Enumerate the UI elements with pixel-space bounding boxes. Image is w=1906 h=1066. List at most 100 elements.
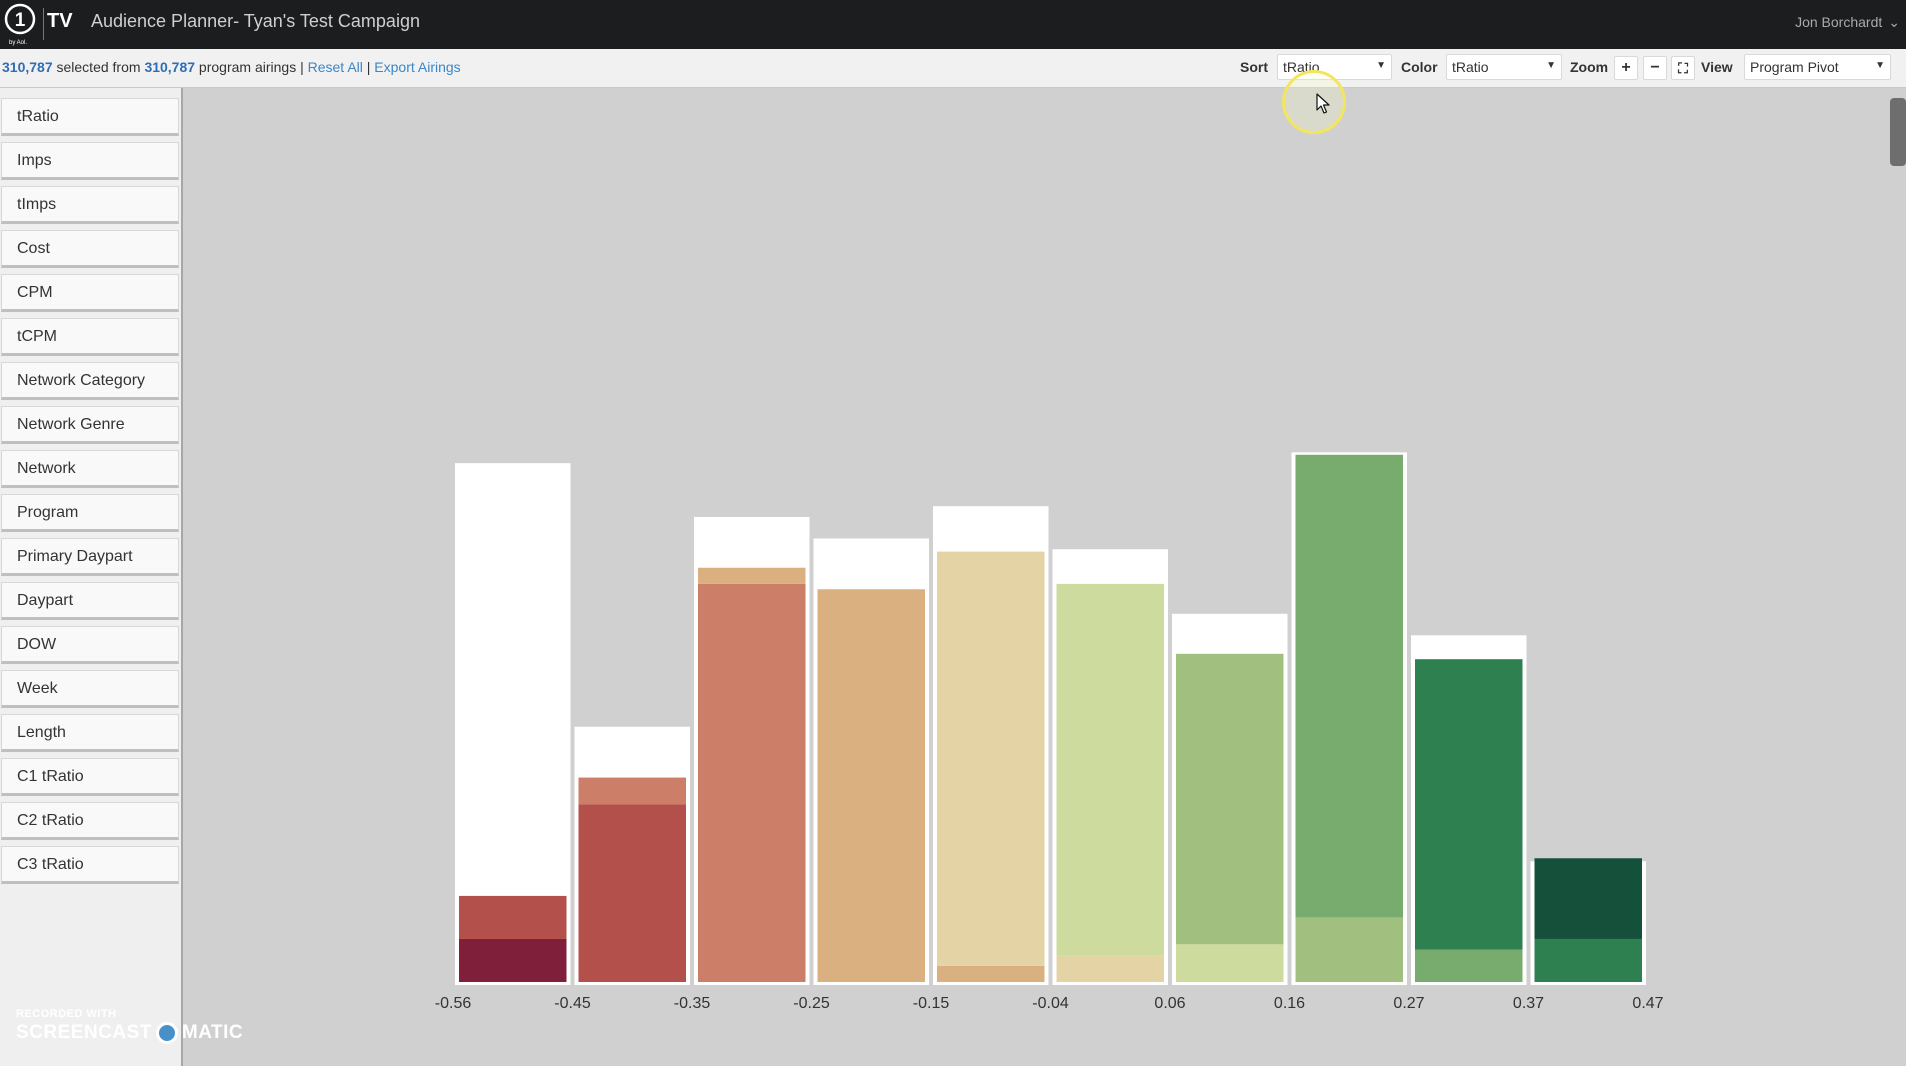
histogram-bar-segment <box>817 589 925 982</box>
user-name: Jon Borchardt <box>1795 14 1883 30</box>
histogram-bar-segment <box>459 938 567 982</box>
histogram-bar-segment <box>459 895 567 939</box>
histogram-bar-background <box>1291 452 1407 985</box>
histogram-bar-background <box>455 463 571 985</box>
sidebar-item-cpm[interactable]: CPM <box>1 274 179 312</box>
selection-text: selected from <box>52 59 145 75</box>
selection-summary: 310,787 selected from 310,787 program ai… <box>2 59 461 75</box>
histogram-bar-segment <box>1295 454 1403 918</box>
page-title: Audience Planner- Tyan's Test Campaign <box>91 11 420 31</box>
logo-divider <box>43 8 44 40</box>
histogram-bar-background <box>574 726 690 985</box>
histogram-bar-segment <box>937 551 1045 966</box>
x-tick-label: -0.35 <box>674 995 711 1012</box>
histogram-bar-background <box>933 506 1049 985</box>
x-tick-label: 0.06 <box>1154 995 1185 1012</box>
sidebar-item-tcpm[interactable]: tCPM <box>1 318 179 356</box>
sidebar-item-timps[interactable]: tImps <box>1 186 179 224</box>
histogram-bar-segment <box>1056 955 1164 982</box>
scrollbar-handle[interactable] <box>1890 98 1906 166</box>
view-select[interactable]: Program Pivot ▼ <box>1744 54 1891 80</box>
histogram-bar-segment <box>698 583 806 982</box>
histogram-bar-segment <box>1056 583 1164 956</box>
airings-text: program airings | <box>195 59 308 75</box>
dropdown-arrow-icon: ▼ <box>1546 60 1556 71</box>
sidebar-item-week[interactable]: Week <box>1 670 179 708</box>
histogram-bar-segment <box>578 777 686 805</box>
screencast-watermark: RECORDED WITH SCREENCAST MATIC <box>16 1008 243 1044</box>
selected-count: 310,787 <box>2 59 53 75</box>
x-tick-label: -0.56 <box>435 995 472 1012</box>
histogram-bar-background <box>1052 549 1168 985</box>
user-menu[interactable]: Jon Borchardt ⌄ <box>1795 14 1900 31</box>
sidebar-item-length[interactable]: Length <box>1 714 179 752</box>
zoom-out-button[interactable]: − <box>1643 56 1667 80</box>
view-value: Program Pivot <box>1750 59 1839 75</box>
total-count: 310,787 <box>144 59 196 75</box>
sidebar-item-network[interactable]: Network <box>1 450 179 488</box>
record-icon <box>155 1022 178 1044</box>
x-tick-label: 0.47 <box>1632 995 1663 1012</box>
svg-text:1: 1 <box>15 10 26 31</box>
sidebar-item-daypart[interactable]: Daypart <box>1 582 179 620</box>
x-tick-label: -0.25 <box>793 995 830 1012</box>
dimension-sidebar: tRatio Imps tImps Cost CPM tCPM Network … <box>0 88 183 1066</box>
sidebar-item-network-category[interactable]: Network Category <box>1 362 179 400</box>
sidebar-item-imps[interactable]: Imps <box>1 142 179 180</box>
histogram-bar-background <box>1172 613 1288 985</box>
sidebar-item-c1-tratio[interactable]: C1 tRatio <box>1 758 179 796</box>
histogram-bar-segment <box>937 965 1045 982</box>
histogram-bar-segment <box>578 804 686 982</box>
color-label: Color <box>1401 59 1438 75</box>
sidebar-item-primary-daypart[interactable]: Primary Daypart <box>1 538 179 576</box>
sidebar-item-c3-tratio[interactable]: C3 tRatio <box>1 846 179 884</box>
brand-logo: 1 by Aol. <box>4 3 36 46</box>
x-tick-label: -0.15 <box>913 995 950 1012</box>
selection-toolbar: 310,787 selected from 310,787 program ai… <box>0 49 1906 88</box>
top-navbar: 1 by Aol. TV Audience Planner- Tyan's Te… <box>0 0 1906 49</box>
watermark-line1: RECORDED WITH <box>16 1008 117 1020</box>
zoom-in-button[interactable]: + <box>1614 56 1638 80</box>
fit-to-screen-button[interactable]: ⛶ <box>1671 56 1695 80</box>
logo-tv-text: TV <box>47 10 73 32</box>
histogram-bar-background <box>694 516 810 985</box>
x-tick-label: 0.37 <box>1513 995 1544 1012</box>
export-airings-link[interactable]: Export Airings <box>374 59 461 75</box>
chevron-down-icon: ⌄ <box>1888 14 1900 30</box>
x-tick-label: 0.27 <box>1393 995 1424 1012</box>
histogram-bar-background <box>1411 635 1527 985</box>
svg-text:by Aol.: by Aol. <box>9 40 27 46</box>
watermark-line2: SCREENCAST MATIC <box>16 1022 243 1044</box>
histogram-bar-segment <box>698 567 806 584</box>
sidebar-item-dow[interactable]: DOW <box>1 626 179 664</box>
histogram-bar-segment <box>1415 949 1523 982</box>
histogram-bar-segment <box>1176 944 1284 982</box>
reset-all-link[interactable]: Reset All <box>307 59 363 75</box>
zoom-label: Zoom <box>1570 59 1609 75</box>
color-select[interactable]: tRatio ▼ <box>1446 54 1562 80</box>
cursor-highlight <box>1282 70 1346 134</box>
x-tick-label: 0.16 <box>1274 995 1305 1012</box>
sidebar-item-tratio[interactable]: tRatio <box>1 98 179 136</box>
histogram-bar-segment <box>1534 938 1642 982</box>
histogram-bar-segment <box>1415 659 1523 950</box>
color-value: tRatio <box>1452 59 1489 75</box>
watermark-matic: MATIC <box>181 1022 244 1044</box>
histogram-bar-segment <box>1534 858 1642 939</box>
histogram-bar-segment <box>1295 917 1403 982</box>
link-separator: | <box>362 59 375 75</box>
histogram-bar-background <box>1530 861 1646 985</box>
sidebar-item-c2-tratio[interactable]: C2 tRatio <box>1 802 179 840</box>
x-tick-label: -0.45 <box>554 995 591 1012</box>
sidebar-item-network-genre[interactable]: Network Genre <box>1 406 179 444</box>
view-label: View <box>1701 59 1733 75</box>
histogram-bar-segment <box>1176 653 1284 945</box>
sidebar-item-program[interactable]: Program <box>1 494 179 532</box>
histogram-bar-background <box>813 538 929 985</box>
sidebar-item-cost[interactable]: Cost <box>1 230 179 268</box>
sort-label: Sort <box>1240 59 1268 75</box>
watermark-screencast: SCREENCAST <box>16 1022 152 1044</box>
x-tick-label: -0.04 <box>1032 995 1069 1012</box>
dropdown-arrow-icon: ▼ <box>1875 60 1885 71</box>
